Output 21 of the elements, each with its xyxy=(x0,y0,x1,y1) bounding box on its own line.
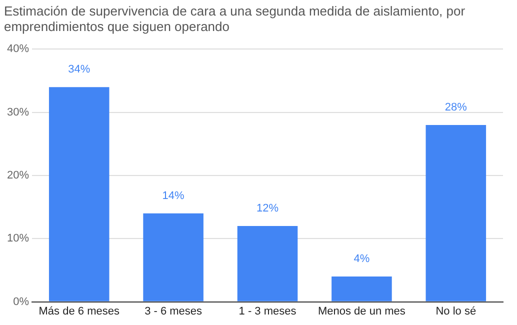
data-label: 4% xyxy=(354,253,370,266)
chart-title: Estimación de supervivencia de cara a una segunda medida de aislamiento, por emprendimientos que siguen operando xyxy=(4,3,466,34)
bar xyxy=(48,87,110,302)
y-tick-label: 20% xyxy=(6,170,30,182)
y-tick-label: 40% xyxy=(6,43,30,56)
bar xyxy=(237,226,298,302)
y-tick-label: 0% xyxy=(13,296,30,308)
y-tick-label: 10% xyxy=(6,232,30,245)
data-label: 28% xyxy=(444,102,468,114)
x-tick-label: 3 - 6 meses xyxy=(144,305,203,318)
data-label: 14% xyxy=(162,190,185,202)
bar xyxy=(332,276,392,302)
data-label: 34% xyxy=(68,64,90,76)
y-tick-label: 30% xyxy=(6,106,30,118)
x-tick-label: No lo sé xyxy=(436,305,476,318)
bar xyxy=(426,124,486,302)
bar xyxy=(143,213,204,302)
x-tick-label: Menos de un mes xyxy=(318,305,406,318)
x-tick-label: 1 - 3 meses xyxy=(238,305,297,318)
x-tick-label: Más de 6 meses xyxy=(38,305,120,318)
data-label: 12% xyxy=(256,202,279,215)
